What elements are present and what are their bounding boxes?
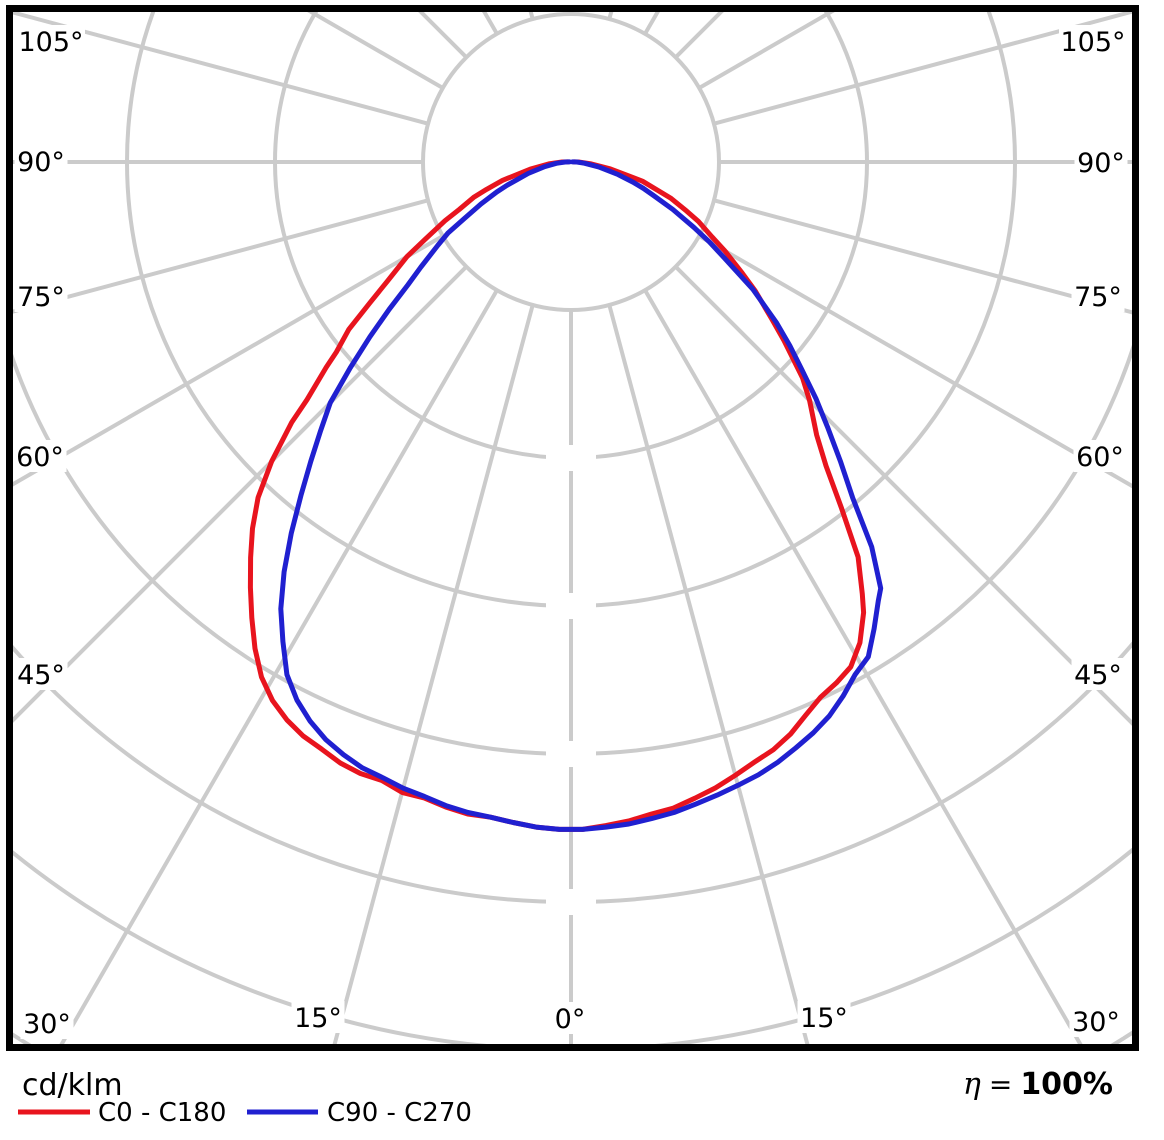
angle-label: 105° xyxy=(1060,27,1125,58)
grid-radial xyxy=(643,289,1083,1044)
angle-label: 75° xyxy=(1074,282,1122,313)
angle-label: 30° xyxy=(1072,1007,1120,1038)
axis-gap-box xyxy=(546,889,596,915)
angle-label-bg xyxy=(1059,25,1127,57)
angle-label-bg xyxy=(14,145,68,177)
angle-label-bg xyxy=(13,440,67,472)
angle-labels: 105° 90° 75° 60° 45° 30° 15° 0° 15° 30° 45° 60° 75° 9… xyxy=(13,25,1128,1040)
angle-label-bg xyxy=(1071,280,1125,312)
grid-radial xyxy=(13,12,429,126)
angle-label: 60° xyxy=(1076,442,1124,473)
grid-radial xyxy=(607,304,810,1044)
plot-border xyxy=(6,5,1139,1051)
axis-gap-boxes xyxy=(546,445,596,915)
grid-radial xyxy=(713,198,1132,315)
angle-label-bg xyxy=(14,658,68,690)
axis-gap-box xyxy=(546,445,596,471)
angle-label-bg xyxy=(1073,440,1127,472)
angle-label-bg xyxy=(14,280,68,312)
intensity-curves xyxy=(247,159,884,832)
grid-radial xyxy=(59,289,499,1044)
grid-radial xyxy=(332,304,535,1044)
angle-label-bg xyxy=(1071,658,1125,690)
angle-label: 90° xyxy=(1077,148,1125,179)
legend-label-c90-c270: C90 - C270 xyxy=(327,1098,472,1128)
angle-label: 0° xyxy=(555,1004,586,1035)
angle-label-bg xyxy=(17,25,85,57)
axis-gap-box xyxy=(546,741,596,767)
angle-label-bg xyxy=(1074,146,1128,178)
grid-radial xyxy=(674,265,1132,726)
legend-label-c0-c180: C0 - C180 xyxy=(98,1098,226,1128)
grid-radial xyxy=(713,12,1132,126)
angle-label: 15° xyxy=(800,1003,848,1034)
efficiency-text: η = 100% xyxy=(963,1067,1113,1102)
angle-label-bg xyxy=(291,1001,345,1033)
angle-label: 75° xyxy=(17,282,65,313)
grid-radial xyxy=(698,234,1132,489)
angle-label-bg xyxy=(551,1002,589,1034)
angle-label-bg xyxy=(797,1001,851,1033)
unit-label: cd/klm xyxy=(22,1068,123,1103)
angle-label: 45° xyxy=(17,660,65,691)
angle-label: 30° xyxy=(23,1009,71,1040)
angle-label: 90° xyxy=(17,147,65,178)
grid-radial xyxy=(13,198,429,314)
eta-symbol: η xyxy=(963,1067,981,1102)
curve-c0-c180 xyxy=(247,159,867,832)
angle-label-bg xyxy=(1069,1005,1123,1037)
grid-radial xyxy=(13,234,444,487)
grid-ring xyxy=(13,344,1132,756)
grid-radial xyxy=(13,265,468,723)
angle-label-bg xyxy=(20,1007,74,1039)
angle-label: 105° xyxy=(18,27,83,58)
curve-c90-c270 xyxy=(278,159,884,832)
angle-label: 60° xyxy=(16,442,64,473)
angle-label: 15° xyxy=(294,1003,342,1034)
angle-label: 45° xyxy=(1074,660,1122,691)
eta-equals: = xyxy=(989,1068,1012,1101)
axis-gap-box xyxy=(546,593,596,619)
eta-value: 100% xyxy=(1020,1067,1113,1102)
